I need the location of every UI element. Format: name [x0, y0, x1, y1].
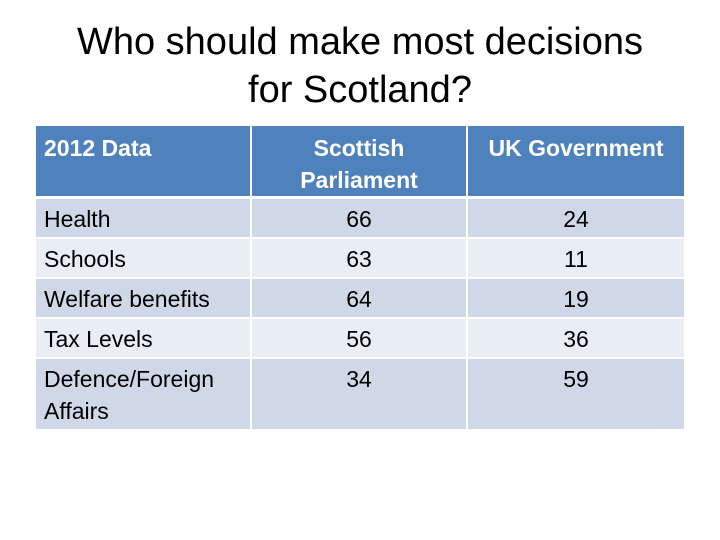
table-row: Defence/Foreign Affairs 34 59	[36, 359, 684, 431]
scottish-value: 56	[252, 319, 468, 359]
row-label: Schools	[36, 239, 252, 279]
uk-value: 11	[468, 239, 684, 279]
scottish-value: 66	[252, 199, 468, 239]
uk-value: 24	[468, 199, 684, 239]
data-table: 2012 Data Scottish Parliament UK Governm…	[36, 126, 684, 431]
header-uk-government: UK Government	[468, 126, 684, 199]
header-year: 2012 Data	[36, 126, 252, 199]
title-line-1: Who should make most decisions	[76, 21, 644, 63]
table-row: Health 66 24	[36, 199, 684, 239]
uk-value: 36	[468, 319, 684, 359]
header-scottish-parliament: Scottish Parliament	[252, 126, 468, 199]
table-row: Tax Levels 56 36	[36, 319, 684, 359]
slide-title: Who should make most decisions for Scotl…	[0, 18, 720, 114]
row-label: Tax Levels	[36, 319, 252, 359]
table-row: Schools 63 11	[36, 239, 684, 279]
table-row: Welfare benefits 64 19	[36, 279, 684, 319]
title-line-2: for Scotland?	[248, 69, 472, 111]
uk-value: 59	[468, 359, 684, 431]
scottish-value: 34	[252, 359, 468, 431]
row-label: Welfare benefits	[36, 279, 252, 319]
scottish-value: 63	[252, 239, 468, 279]
row-label: Defence/Foreign Affairs	[36, 359, 252, 431]
scottish-value: 64	[252, 279, 468, 319]
row-label: Health	[36, 199, 252, 239]
uk-value: 19	[468, 279, 684, 319]
table-header-row: 2012 Data Scottish Parliament UK Governm…	[36, 126, 684, 199]
